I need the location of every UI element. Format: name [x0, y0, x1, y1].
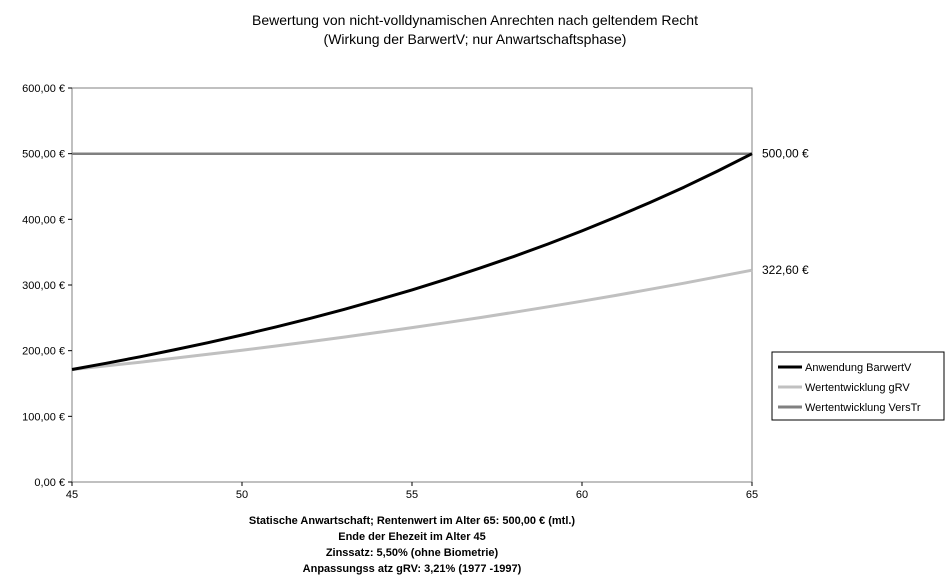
x-tick-label: 60 [576, 489, 588, 501]
x-axis: 45 50 55 60 65 [66, 482, 758, 501]
series-layer [71, 152, 753, 371]
end-value-label: 500,00 € [762, 147, 809, 161]
series-line-0 [71, 152, 753, 371]
x-tick-label: 55 [406, 489, 418, 501]
series-line-1 [71, 268, 753, 371]
x-tick-label: 45 [66, 489, 78, 501]
y-tick-label: 600,00 € [22, 83, 65, 95]
y-tick-label: 500,00 € [22, 149, 65, 161]
x-axis-label-line: Anpassungss atz gRV: 3,21% (1977 -1997) [303, 563, 522, 575]
y-tick-label: 200,00 € [22, 346, 65, 358]
x-tick-label: 50 [236, 489, 248, 501]
x-axis-label: Statische Anwartschaft; Rentenwert im Al… [249, 515, 576, 575]
legend-entry: Anwendung BarwertV [805, 362, 912, 374]
chart-subtitle: (Wirkung der BarwertV; nur Anwartschafts… [324, 31, 627, 47]
end-labels: 500,00 € 322,60 € [762, 147, 809, 277]
legend-entry: Wertentwicklung VersTr [805, 402, 921, 414]
x-axis-label-line: Statische Anwartschaft; Rentenwert im Al… [249, 515, 576, 527]
y-tick-label: 300,00 € [22, 280, 65, 292]
legend: Anwendung BarwertV Wertentwicklung gRV Wer… [771, 351, 945, 421]
legend-entry: Wertentwicklung gRV [805, 382, 910, 394]
y-tick-label: 100,00 € [22, 411, 65, 423]
x-tick-label: 65 [746, 489, 758, 501]
plot-area [71, 87, 753, 483]
y-axis: 0,00 € 100,00 € 200,00 € 300,00 € 400,00 € 50… [22, 83, 72, 489]
y-tick-label: 400,00 € [22, 214, 65, 226]
chart-title: Bewertung von nicht-volldynamischen Anre… [252, 12, 698, 28]
x-axis-label-line: Zinssatz: 5,50% (ohne Biometrie) [326, 547, 499, 559]
end-value-label: 322,60 € [762, 263, 809, 277]
x-axis-label-line: Ende der Ehezeit im Alter 45 [338, 531, 486, 543]
y-tick-label: 0,00 € [34, 477, 65, 489]
